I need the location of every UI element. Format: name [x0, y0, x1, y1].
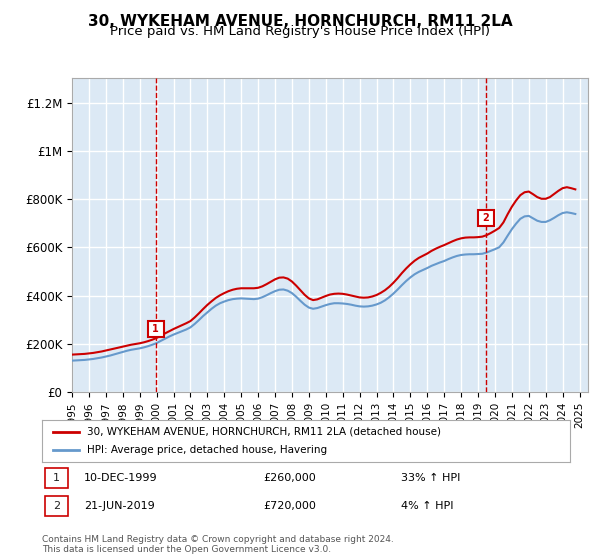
Text: 1: 1	[53, 473, 60, 483]
Text: Price paid vs. HM Land Registry's House Price Index (HPI): Price paid vs. HM Land Registry's House …	[110, 25, 490, 38]
FancyBboxPatch shape	[44, 496, 68, 516]
Text: 10-DEC-1999: 10-DEC-1999	[84, 473, 158, 483]
Text: Contains HM Land Registry data © Crown copyright and database right 2024.
This d: Contains HM Land Registry data © Crown c…	[42, 535, 394, 554]
Text: HPI: Average price, detached house, Havering: HPI: Average price, detached house, Have…	[87, 445, 327, 455]
Text: 30, WYKEHAM AVENUE, HORNCHURCH, RM11 2LA (detached house): 30, WYKEHAM AVENUE, HORNCHURCH, RM11 2LA…	[87, 427, 441, 437]
Text: 4% ↑ HPI: 4% ↑ HPI	[401, 501, 454, 511]
FancyBboxPatch shape	[44, 468, 68, 488]
Text: 2: 2	[482, 213, 490, 223]
Text: 30, WYKEHAM AVENUE, HORNCHURCH, RM11 2LA: 30, WYKEHAM AVENUE, HORNCHURCH, RM11 2LA	[88, 14, 512, 29]
Text: £720,000: £720,000	[264, 501, 317, 511]
Text: 33% ↑ HPI: 33% ↑ HPI	[401, 473, 460, 483]
Text: 2: 2	[53, 501, 60, 511]
Text: 1: 1	[152, 324, 159, 334]
Text: £260,000: £260,000	[264, 473, 317, 483]
Text: 21-JUN-2019: 21-JUN-2019	[84, 501, 155, 511]
